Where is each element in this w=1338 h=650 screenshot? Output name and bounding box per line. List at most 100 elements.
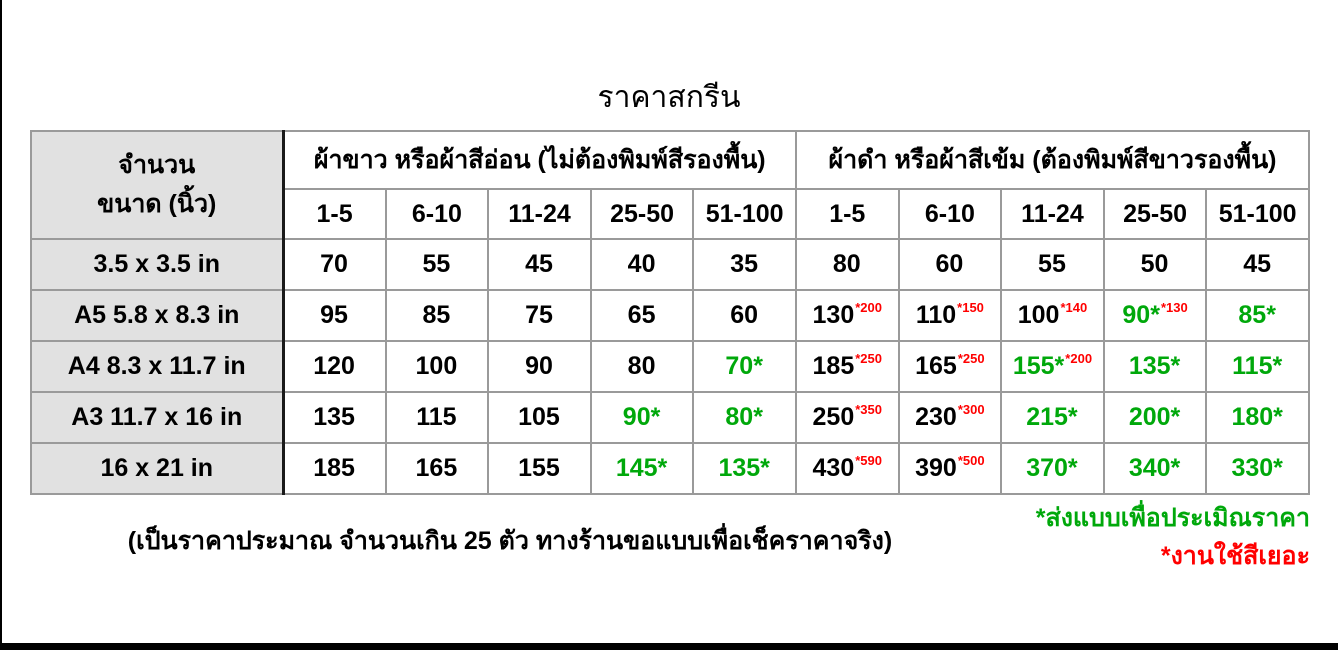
price-cell: 430*590 (794, 442, 900, 495)
price-cell: 145* (589, 442, 695, 495)
qty-header: 1-5 (794, 188, 900, 240)
table-row: 16 x 21 in 185 165 155 145* 135* 430*590… (30, 442, 1310, 495)
price-value: 45 (1243, 250, 1272, 278)
price-value: 90* (1122, 301, 1160, 329)
qty-header: 1-5 (282, 188, 387, 240)
price-cell: 115* (1205, 340, 1310, 393)
price-value: 80 (832, 250, 861, 278)
fabric-group-header-dark: ผ้าดำ หรือผ้าสีเข้ม (ต้องพิมพ์สีขาวรองพื… (794, 130, 1311, 190)
quantity-header-row: 1-5 6-10 11-24 25-50 51-100 1-5 6-10 11-… (31, 188, 1310, 240)
surcharge-note: *300 (957, 401, 985, 417)
surcharge-note: *250 (855, 350, 882, 366)
surcharge-note: *130 (1160, 299, 1188, 315)
surcharge-note: *140 (1060, 299, 1088, 315)
price-cell: 70 (282, 238, 387, 291)
price-cell: 135* (1102, 340, 1208, 393)
price-value: 85 (422, 301, 451, 329)
price-value: 230 (915, 403, 957, 431)
price-cell: 155**200 (1000, 340, 1105, 393)
red-asterisk-note: *งานใช้สีเยอะ (1160, 542, 1310, 570)
price-cell: 340* (1102, 442, 1208, 495)
price-value: 200* (1128, 403, 1181, 431)
price-value: 130 (812, 301, 855, 329)
price-value: 185 (313, 454, 355, 482)
price-value: 100 (415, 352, 458, 380)
corner-header-line2: ขนาด (นิ้ว) (97, 190, 217, 218)
price-value: 35 (730, 250, 759, 278)
price-value: 80* (725, 403, 763, 431)
price-cell: 80 (589, 340, 695, 393)
qty-header: 51-100 (1205, 188, 1310, 240)
fabric-group-header-row: จำนวน ขนาด (นิ้ว) ผ้าขาว หรือผ้าสีอ่อน (… (30, 130, 1311, 240)
surcharge-note: *350 (855, 401, 882, 417)
price-value: 65 (627, 301, 656, 329)
price-cell: 135 (282, 391, 387, 444)
qty-header: 11-24 (487, 188, 592, 240)
price-value: 135 (313, 403, 355, 431)
price-value: 340* (1128, 454, 1181, 482)
price-value: 50 (1140, 250, 1169, 278)
price-cell: 180* (1205, 391, 1310, 444)
price-value: 115 (416, 403, 457, 431)
price-cell: 85 (384, 289, 490, 342)
price-value: 185 (812, 352, 855, 380)
price-cell: 370* (1000, 442, 1105, 495)
price-cell: 75 (487, 289, 592, 342)
price-cell: 200* (1102, 391, 1208, 444)
surcharge-note: *500 (957, 452, 985, 468)
price-cell: 100*140 (1000, 289, 1105, 342)
surcharge-note: *150 (957, 299, 984, 315)
corner-header-line1: จำนวน (118, 151, 196, 180)
price-value: 215* (1026, 403, 1078, 431)
price-value: 75 (525, 301, 553, 329)
price-cell: 95 (282, 289, 387, 342)
price-cell: 100 (384, 340, 490, 393)
qty-header: 11-24 (1000, 188, 1105, 240)
price-cell: 165*250 (897, 340, 1003, 393)
price-cell: 185*250 (794, 340, 900, 393)
price-cell: 230*300 (897, 391, 1003, 444)
price-cell: 165 (384, 442, 490, 495)
price-cell: 55 (384, 238, 490, 291)
price-value: 70 (320, 250, 348, 278)
price-value: 80 (627, 352, 656, 380)
price-cell: 45 (1205, 238, 1310, 291)
price-value: 55 (1038, 250, 1066, 278)
price-table: จำนวน ขนาด (นิ้ว) ผ้าขาว หรือผ้าสีอ่อน (… (30, 130, 1311, 495)
surcharge-note: *590 (855, 452, 882, 468)
price-value: 155* (1012, 352, 1065, 380)
price-cell: 40 (589, 238, 695, 291)
price-value: 70* (725, 352, 763, 380)
size-row-header: 16 x 21 in (30, 442, 285, 495)
price-cell: 390*500 (897, 442, 1003, 495)
size-row-header: A5 5.8 x 8.3 in (30, 289, 285, 342)
price-value: 110 (915, 301, 957, 329)
price-value: 115* (1232, 352, 1283, 380)
price-cell: 90* (589, 391, 695, 444)
price-cell: 155 (487, 442, 592, 495)
price-value: 100 (1017, 301, 1060, 329)
fabric-group-header-light: ผ้าขาว หรือผ้าสีอ่อน (ไม่ต้องพิมพ์สีรองพ… (282, 130, 797, 190)
size-row-header: A4 8.3 x 11.7 in (30, 340, 285, 393)
price-cell: 110*150 (897, 289, 1003, 342)
price-value: 60 (935, 250, 964, 278)
price-cell: 215* (1000, 391, 1105, 444)
price-cell: 80* (692, 391, 797, 444)
price-cell: 55 (1000, 238, 1105, 291)
size-row-header: 3.5 x 3.5 in (30, 238, 285, 291)
price-value: 45 (525, 250, 553, 278)
size-row-header: A3 11.7 x 16 in (30, 391, 285, 444)
surcharge-note: *200 (855, 299, 882, 315)
price-cell: 330* (1205, 442, 1310, 495)
price-value: 390 (915, 454, 957, 482)
price-disclaimer: (เป็นราคาประมาณ จำนวนเกิน 25 ตัว ทางร้าน… (127, 527, 893, 555)
price-value: 90* (622, 403, 661, 431)
price-value: 165 (415, 454, 458, 482)
green-asterisk-note: *ส่งแบบเพื่อประเมิณราคา (1035, 504, 1310, 532)
price-cell: 50 (1102, 238, 1208, 291)
page-title: ราคาสกรีน (597, 81, 741, 114)
price-cell: 90**130 (1102, 289, 1208, 342)
slide-bottom-bar (0, 643, 1338, 650)
price-value: 105 (518, 403, 560, 431)
table-row: A4 8.3 x 11.7 in 120 100 90 80 70* 185*2… (30, 340, 1310, 393)
